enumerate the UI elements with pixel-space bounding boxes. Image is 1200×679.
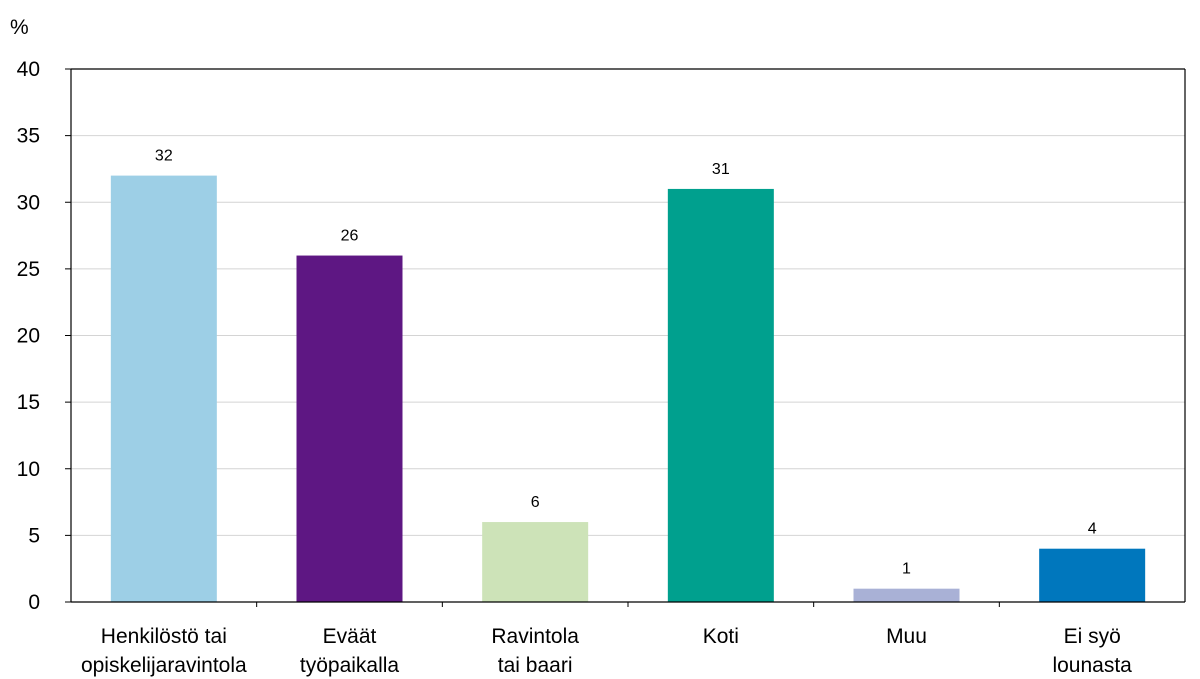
category-label: työpaikalla <box>300 654 400 677</box>
category-label: Muu <box>886 625 927 648</box>
bar <box>482 522 589 602</box>
y-tick-label: 30 <box>17 191 40 214</box>
bar <box>667 188 774 603</box>
data-label: 4 <box>1088 521 1097 538</box>
y-tick-label: 35 <box>17 125 40 148</box>
data-label: 6 <box>531 494 540 511</box>
category-label: Henkilöstö tai <box>101 625 227 648</box>
y-tick-label: 15 <box>17 391 40 414</box>
data-label: 32 <box>155 148 173 165</box>
bar <box>1039 548 1146 602</box>
data-label: 1 <box>902 561 911 578</box>
category-label: tai baari <box>498 654 573 677</box>
bar <box>110 175 217 602</box>
y-tick-label: 0 <box>28 591 40 614</box>
category-label: lounasta <box>1052 654 1132 677</box>
y-tick-label: 20 <box>17 325 40 348</box>
y-tick-label: 40 <box>17 58 40 81</box>
bar <box>296 255 403 603</box>
axes <box>65 68 1186 607</box>
category-label: Eväät <box>323 625 377 648</box>
y-tick-label: 5 <box>28 524 40 547</box>
bars <box>110 175 1146 603</box>
category-label: opiskelijaravintola <box>81 654 247 677</box>
data-label: 26 <box>341 228 359 245</box>
category-label: Ravintola <box>491 625 579 648</box>
y-tick-labels: 0 5 10 15 20 25 30 35 40 <box>17 58 40 614</box>
bar <box>853 588 960 602</box>
gridlines <box>71 68 1185 536</box>
value-labels: 32 26 6 31 1 4 <box>155 148 1097 578</box>
y-axis-unit-label: % <box>10 16 29 39</box>
data-label: 31 <box>712 161 730 178</box>
category-label: Koti <box>703 625 739 648</box>
y-tick-label: 25 <box>17 258 40 281</box>
category-labels: Henkilöstö tai opiskelijaravintola Eväät ty… <box>81 625 1132 677</box>
y-tick-label: 10 <box>17 458 40 481</box>
category-label: Ei syö <box>1064 625 1121 648</box>
